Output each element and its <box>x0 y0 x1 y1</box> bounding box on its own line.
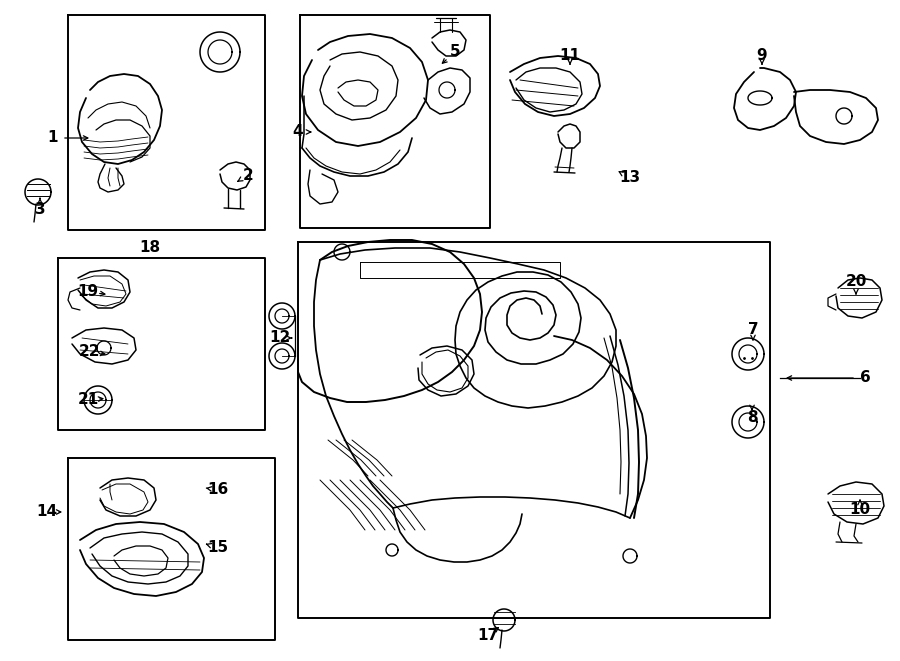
Text: 9: 9 <box>757 48 768 63</box>
Text: 18: 18 <box>140 241 160 256</box>
Text: 1: 1 <box>48 130 58 145</box>
Text: 19: 19 <box>77 284 99 299</box>
Text: 12: 12 <box>269 330 291 346</box>
Text: 13: 13 <box>619 171 641 186</box>
Text: 21: 21 <box>77 393 99 407</box>
Text: 7: 7 <box>748 323 759 338</box>
Text: 2: 2 <box>243 167 254 182</box>
Text: 8: 8 <box>747 410 757 426</box>
Text: 3: 3 <box>35 202 45 217</box>
Text: 4: 4 <box>292 124 303 139</box>
Text: 20: 20 <box>845 274 867 290</box>
Text: 14: 14 <box>36 504 58 520</box>
Text: 15: 15 <box>207 541 229 555</box>
Text: 10: 10 <box>850 502 870 518</box>
Text: 16: 16 <box>207 483 229 498</box>
Text: 11: 11 <box>560 48 580 63</box>
Text: 6: 6 <box>860 371 870 385</box>
Text: 17: 17 <box>477 627 499 642</box>
Text: 22: 22 <box>79 344 101 360</box>
Text: 5: 5 <box>450 44 460 59</box>
